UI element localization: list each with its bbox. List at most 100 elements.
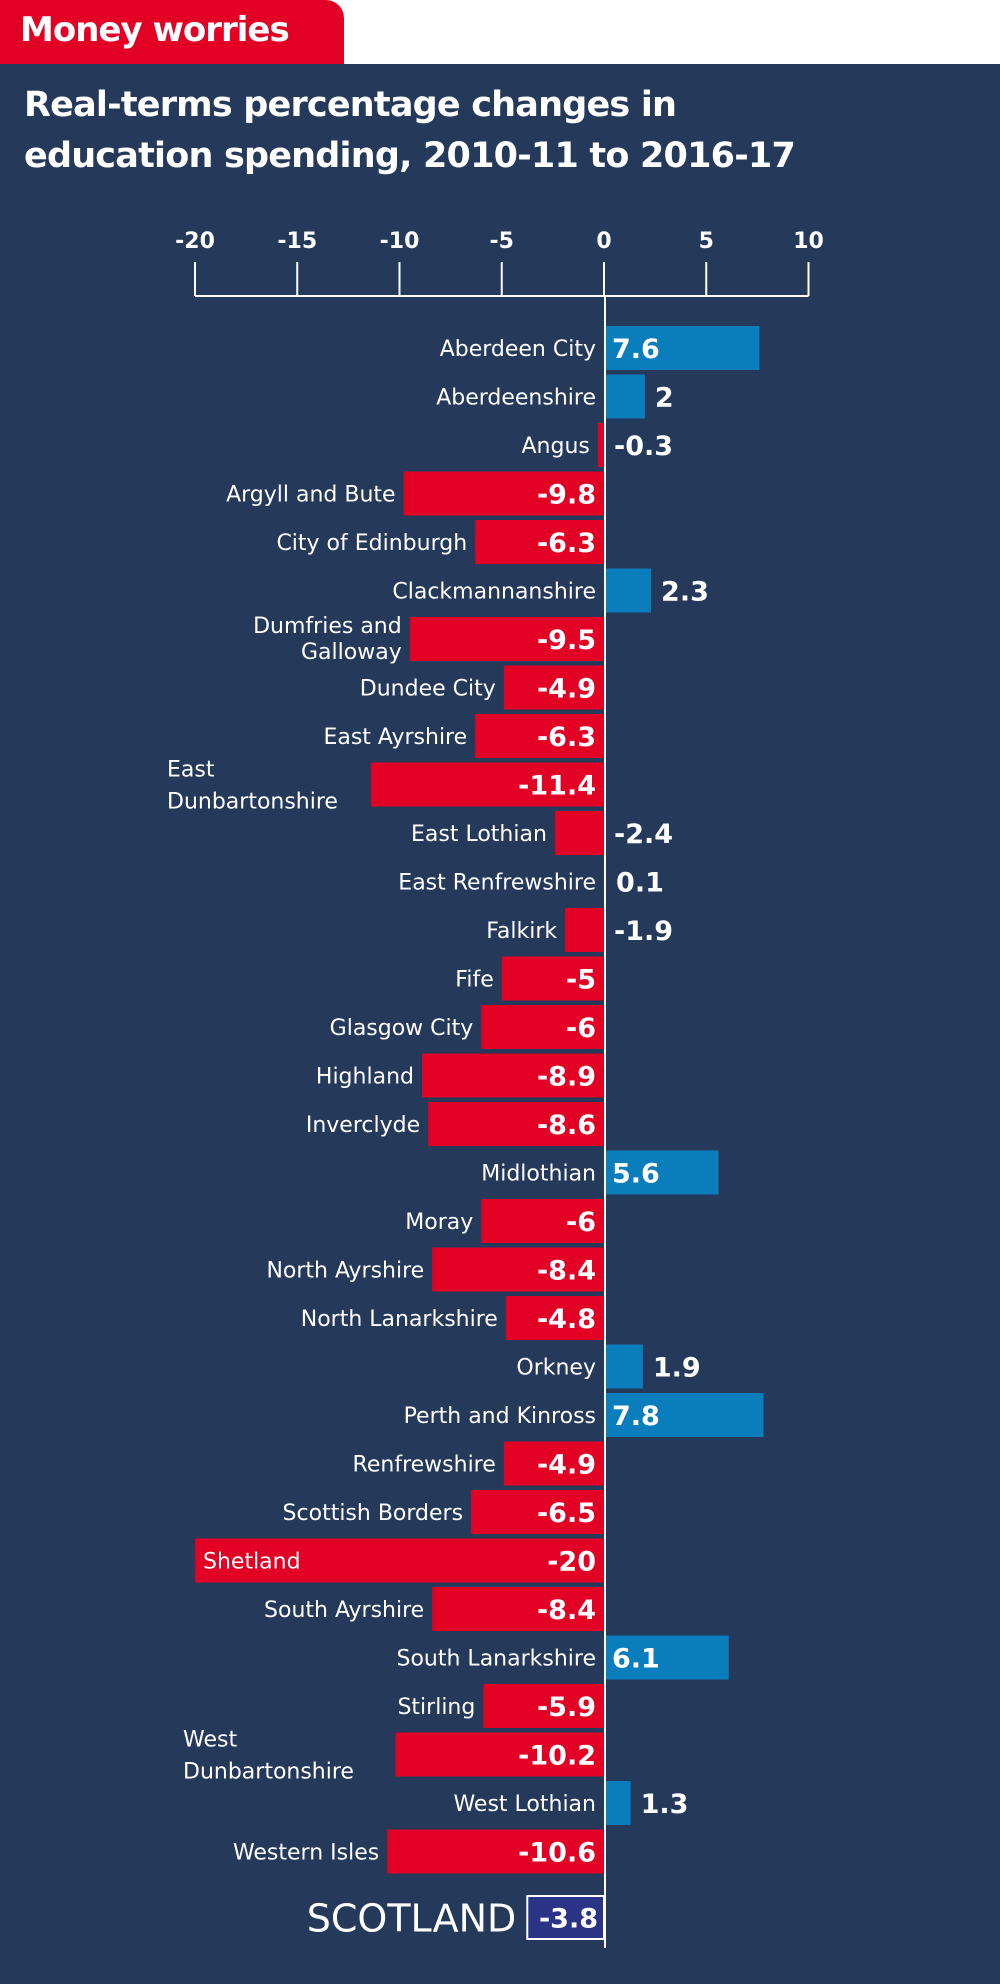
bar	[432, 1247, 604, 1292]
category-label: Scottish Borders	[283, 1501, 464, 1526]
bar	[370, 762, 604, 807]
bar-row: -8.9 Highland	[316, 1053, 604, 1098]
category-label: Fife	[455, 968, 493, 993]
category-label: East	[167, 758, 215, 783]
bar	[503, 665, 604, 710]
value-label: -2.4	[614, 819, 673, 850]
category-label: Galloway	[301, 640, 402, 665]
bar	[604, 1781, 631, 1825]
value-label: -6.3	[537, 528, 596, 559]
value-label: 0.1	[616, 868, 664, 899]
category-label: Inverclyde	[306, 1113, 420, 1138]
x-tick-label: 0	[596, 229, 611, 254]
category-label: Highland	[316, 1065, 414, 1090]
bar	[554, 811, 604, 855]
category-label: Orkney	[516, 1356, 596, 1381]
category-label: Aberdeenshire	[436, 386, 596, 411]
bar	[475, 520, 604, 564]
summary-bar	[526, 1895, 605, 1940]
chart-title-line-2: education spending, 2010-11 to 2016-17	[24, 136, 796, 176]
bar	[505, 1296, 604, 1340]
bar-row: 1.9 Orkney	[516, 1344, 701, 1389]
x-tick-label: -15	[277, 229, 317, 254]
value-label: -8.6	[537, 1110, 596, 1141]
bar-row: 1.3 West Lothian	[453, 1781, 688, 1825]
value-label: -6	[566, 1013, 596, 1044]
value-label: -9.5	[537, 625, 596, 656]
bar-row: -1.9 Falkirk	[486, 908, 673, 952]
bar	[471, 1490, 604, 1534]
x-tick-label: 5	[699, 229, 714, 254]
x-tick-label: -20	[175, 229, 215, 254]
value-label: 7.8	[612, 1401, 660, 1432]
value-label: -20	[547, 1547, 596, 1578]
category-label: Falkirk	[486, 919, 557, 944]
bar-row: -5 Fife	[455, 956, 604, 1001]
bar-row: -5.9 Stirling	[397, 1684, 604, 1728]
value-label: -4.9	[537, 674, 596, 705]
bar	[501, 956, 604, 1001]
value-label: 6.1	[612, 1644, 660, 1675]
value-label: -8.9	[537, 1062, 596, 1093]
chart-panel: Real-terms percentage changes in educati…	[0, 64, 1000, 1984]
bar	[481, 1005, 604, 1049]
category-label: East Lothian	[411, 822, 547, 847]
bar-row: -11.4 East Dunbartonshire	[167, 758, 604, 815]
bar-row: -8.6 Inverclyde	[306, 1102, 604, 1146]
category-label: West	[183, 1728, 237, 1753]
bar-row: -8.4 South Ayrshire	[264, 1587, 604, 1631]
category-label: Shetland	[203, 1550, 301, 1575]
value-label: -5.9	[537, 1692, 596, 1723]
bar	[604, 374, 645, 419]
bar	[604, 326, 760, 370]
bar-row: -4.9 Renfrewshire	[353, 1441, 604, 1486]
bar-row: -6.3 City of Edinburgh	[276, 520, 604, 564]
bar-row: -6 Glasgow City	[330, 1005, 604, 1049]
bar-row: -10.6 Western Isles	[233, 1829, 604, 1874]
bar	[604, 1150, 719, 1195]
bar	[195, 1538, 604, 1583]
category-label: West Lothian	[453, 1792, 596, 1817]
bar	[428, 1102, 604, 1146]
bar	[432, 1587, 604, 1631]
value-label: 7.6	[612, 334, 660, 365]
bar-row: 2.3 Clackmannanshire	[392, 568, 709, 613]
category-label: South Lanarkshire	[397, 1647, 597, 1672]
category-label: Glasgow City	[330, 1016, 474, 1041]
category-label: East Renfrewshire	[398, 871, 596, 896]
value-label: -8.4	[537, 1256, 596, 1287]
category-label: East Ayrshire	[323, 725, 467, 750]
value-label: 1.3	[641, 1789, 689, 1820]
value-label: -1.9	[614, 916, 673, 947]
value-label: -4.9	[537, 1450, 596, 1481]
category-label: Dumfries and	[253, 614, 402, 639]
bar	[387, 1829, 604, 1874]
bar-row: 6.1 South Lanarkshire	[397, 1635, 729, 1680]
x-tick-label: -10	[380, 229, 420, 254]
category-label: Argyll and Bute	[226, 483, 396, 508]
summary-value-label: -3.8	[539, 1904, 598, 1935]
summary-label: SCOTLAND	[307, 1897, 517, 1941]
bar	[475, 714, 604, 758]
bar-row: 5.6 Midlothian	[481, 1150, 719, 1195]
value-label: -8.4	[537, 1595, 596, 1626]
bar	[409, 617, 604, 661]
bar	[604, 1393, 764, 1437]
x-tick-label: -5	[490, 229, 514, 254]
bar-row: -4.8 North Lanarkshire	[301, 1296, 604, 1340]
bar	[565, 908, 604, 952]
category-label: Midlothian	[481, 1162, 596, 1187]
bar-row: 2 Aberdeenshire	[436, 374, 674, 419]
bar-row: 7.8 Perth and Kinross	[404, 1393, 764, 1437]
bar	[421, 1053, 604, 1098]
category-label: South Ayrshire	[264, 1598, 424, 1623]
bar-row: -8.4 North Ayrshire	[266, 1247, 604, 1292]
value-label: -6.5	[537, 1498, 596, 1529]
category-label: Dunbartonshire	[167, 790, 338, 815]
value-label: 1.9	[653, 1353, 701, 1384]
header-tab-label: Money worries	[20, 10, 290, 50]
category-label: Angus	[521, 434, 589, 459]
value-label: -6	[566, 1207, 596, 1238]
bar	[503, 1441, 604, 1486]
